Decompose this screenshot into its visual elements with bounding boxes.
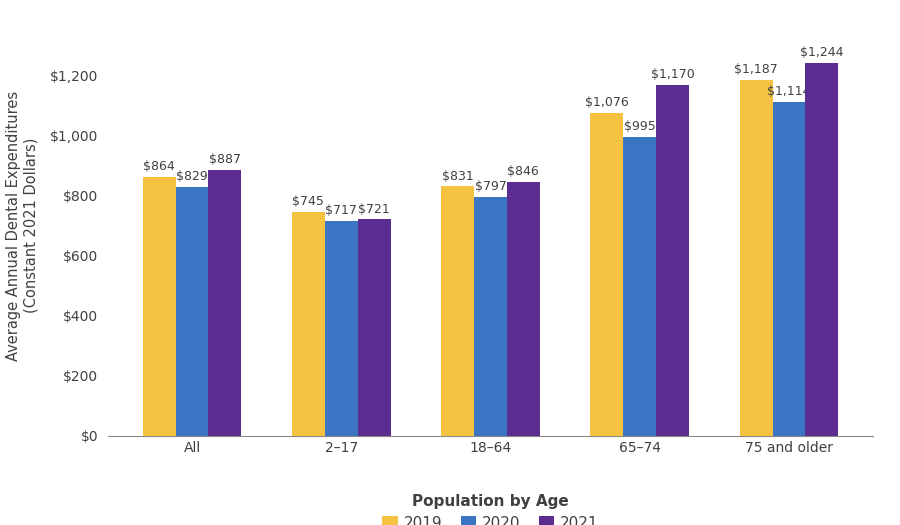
Text: $1,076: $1,076 (585, 96, 629, 109)
Bar (357, 219, 391, 436)
Bar (590, 113, 624, 436)
Bar (624, 137, 656, 436)
Text: $721: $721 (358, 203, 390, 216)
Y-axis label: Average Annual Dental Expenditures
(Constant 2021 Dollars): Average Annual Dental Expenditures (Cons… (6, 91, 39, 361)
Text: $1,114: $1,114 (767, 85, 811, 98)
Text: $846: $846 (508, 165, 539, 178)
Text: $829: $829 (176, 170, 208, 183)
Bar (740, 80, 772, 436)
Text: $887: $887 (209, 153, 241, 166)
Text: $1,244: $1,244 (800, 46, 843, 59)
Text: $864: $864 (143, 160, 176, 173)
Bar (441, 186, 474, 436)
Text: $745: $745 (292, 195, 324, 208)
Text: $995: $995 (624, 120, 655, 133)
Text: $1,187: $1,187 (734, 63, 778, 76)
Bar (209, 170, 241, 436)
Text: $1,170: $1,170 (651, 68, 695, 81)
Bar (656, 85, 689, 436)
Text: $717: $717 (325, 204, 357, 217)
Text: $797: $797 (474, 180, 507, 193)
Bar (143, 176, 176, 436)
Bar (292, 212, 325, 436)
Bar (507, 182, 540, 436)
Bar (176, 187, 209, 436)
Bar (806, 62, 838, 436)
Bar (325, 220, 357, 436)
Text: $831: $831 (442, 170, 473, 183)
Legend: 2019, 2020, 2021: 2019, 2020, 2021 (382, 494, 598, 525)
Bar (474, 197, 507, 436)
Bar (772, 101, 806, 436)
